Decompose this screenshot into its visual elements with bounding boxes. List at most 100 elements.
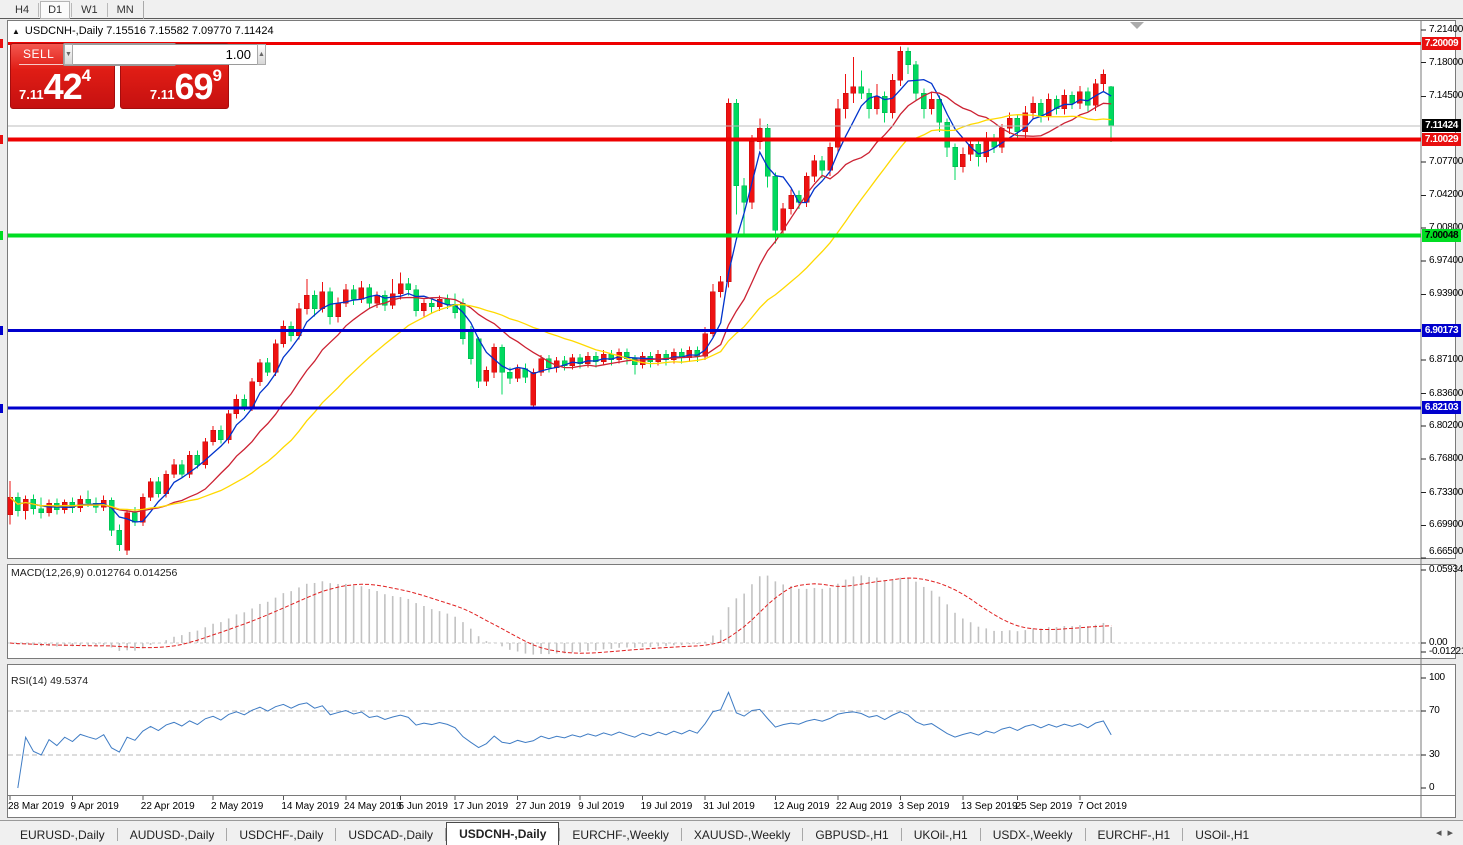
tab-separator [559,828,561,841]
symbol-tab-usoil-h1[interactable]: USOil-,H1 [1195,828,1250,842]
date-tick-label: 3 Sep 2019 [898,801,950,812]
collapse-panel-icon[interactable]: ▲ [12,27,20,36]
price-tick-label: 6.76800 [1429,452,1463,464]
line-edge-marker [0,39,3,49]
timeframe-separator [38,2,40,17]
sell-price-prefix: 7.11 [19,87,44,102]
chart-ohlc-values: 7.15516 7.15582 7.09770 7.11424 [106,25,274,37]
date-tick-label: 9 Apr 2019 [70,801,119,812]
symbol-tab-eurusd-daily[interactable]: EURUSD-,Daily [20,828,105,842]
bid-price-badge: 7.11424 [1422,119,1461,133]
sell-label: SELL [23,47,55,61]
tab-separator [1084,828,1086,841]
date-tick-label: 14 May 2019 [281,801,340,812]
symbol-tab-eurchf-weekly[interactable]: EURCHF-,Weekly [572,828,669,842]
price-tick-label: 6.97400 [1429,254,1463,266]
price-tick-label: 7.00800 [1429,222,1463,234]
buy-price-sup: 9 [212,66,222,85]
date-tick-label: 24 May 2019 [343,801,402,812]
one-click-trading-panel: SELL 7.11424 BUY 7.11699 ▼ ▲ [10,43,266,109]
line-edge-marker [0,231,3,241]
symbol-tab-usdchf-daily[interactable]: USDCHF-,Daily [239,828,324,842]
macd-pane-splitter[interactable] [7,558,1456,565]
date-tick-label: 28 Mar 2019 [8,801,65,812]
price-tick-label: 7.04200 [1429,189,1463,201]
macd-axis-label: 0.059344 [1429,564,1463,575]
symbol-tab-audusd-daily[interactable]: AUDUSD-,Daily [129,828,215,842]
date-axis-divider [7,795,1456,796]
date-tick-label: 27 Jun 2019 [515,801,571,812]
symbol-tab-gbpusd-h1[interactable]: GBPUSD-,H1 [815,828,889,842]
symbol-tab-eurchf-h1[interactable]: EURCHF-,H1 [1097,828,1171,842]
date-tick-label: 19 Jul 2019 [640,801,693,812]
tab-separator [979,828,981,841]
tab-scroll-left-icon[interactable]: ◂ [1435,827,1448,839]
tab-separator [226,828,228,841]
buy-price-prefix: 7.11 [149,87,175,102]
timeframe-buttons: H4 D1 W1 MN [7,0,142,19]
date-tick-label: 22 Aug 2019 [835,801,893,812]
chart-shift-marker-icon[interactable] [1130,22,1144,29]
timeframe-button-mn[interactable]: MN [116,3,134,16]
price-tick-label: 6.66500 [1429,546,1463,557]
price-tick-label: 7.18000 [1429,56,1463,68]
line-price-badge: 6.82103 [1422,401,1461,415]
price-tick-label: 6.73300 [1429,486,1463,498]
symbol-tab-xauusd-weekly[interactable]: XAUUSD-,Weekly [693,828,791,842]
date-tick-label: 13 Sep 2019 [960,801,1018,812]
symbol-tab-usdcad-daily[interactable]: USDCAD-,Daily [348,828,434,842]
rsi-indicator-label: RSI(14) 49.5374 [11,675,89,687]
line-price-badge: 7.00048 [1422,228,1461,242]
date-tick-label: 5 Jun 2019 [398,801,449,812]
line-price-badge: 7.10029 [1422,132,1461,146]
volume-decrease-button[interactable]: ▼ [64,44,73,65]
date-tick-label: 9 Jul 2019 [578,801,625,812]
symbol-tab-usdx-weekly[interactable]: USDX-,Weekly [992,828,1073,842]
date-tick-label: 17 Jun 2019 [453,801,509,812]
date-tick-label: 31 Jul 2019 [703,801,755,812]
rsi-pane-splitter[interactable] [7,658,1456,665]
macd-axis-label: -0.012219 [1429,646,1463,657]
date-tick-label: 7 Oct 2019 [1077,801,1127,812]
buy-price-big: 69 [174,66,213,107]
price-tick-label: 7.07700 [1429,155,1463,167]
chart-title: ▲ USDCNH-,Daily 7.15516 7.15582 7.09770 7… [12,25,274,37]
macd-indicator-label: MACD(12,26,9) 0.012764 0.014256 [11,567,178,579]
tab-separator [802,828,804,841]
price-tick-label: 6.87100 [1429,353,1463,365]
price-tick-label: 6.69900 [1429,519,1463,531]
buy-price: 7.11699 [149,66,222,107]
line-edge-marker [0,403,3,413]
symbol-tab-ukoil-h1[interactable]: UKOil-,H1 [913,828,968,842]
symbol-tab-usdcnh-daily[interactable]: USDCNH-,Daily [446,822,560,845]
timeframe-button-d1[interactable]: D1 [40,0,71,19]
tab-scroll-right-icon[interactable]: ▸ [1447,827,1459,839]
line-edge-marker [0,326,3,336]
sell-price-sup: 4 [81,66,92,85]
timeframe-separator [106,2,108,17]
toolbar-divider [142,0,144,19]
price-tick-label: 6.80200 [1429,420,1463,432]
date-tick-label: 12 Aug 2019 [773,801,830,812]
price-tick-label: 7.21400 [1429,24,1463,35]
rsi-axis-label: 30 [1429,749,1440,760]
timeframe-button-w1[interactable]: W1 [81,3,98,16]
volume-increase-button[interactable]: ▲ [256,44,266,65]
tab-separator [1182,828,1184,841]
date-tick-label: 25 Sep 2019 [1015,801,1073,812]
line-price-badge: 7.20009 [1422,36,1461,50]
volume-input[interactable] [72,44,257,65]
tab-separator [900,828,902,841]
tab-separator [680,828,682,841]
timeframe-separator [71,2,73,17]
date-tick-label: 22 Apr 2019 [140,801,195,812]
macd-axis-label: 0.00 [1429,637,1448,648]
rsi-axis-label: 70 [1429,705,1440,716]
tab-separator [445,828,447,841]
line-price-badge: 6.90173 [1422,323,1461,337]
chart-symbol-label: USDCNH-,Daily [24,25,104,37]
rsi-axis-label: 0 [1429,782,1435,793]
timeframe-button-h4[interactable]: H4 [15,3,30,16]
sell-price: 7.11424 [19,66,92,105]
line-edge-marker [0,135,3,145]
